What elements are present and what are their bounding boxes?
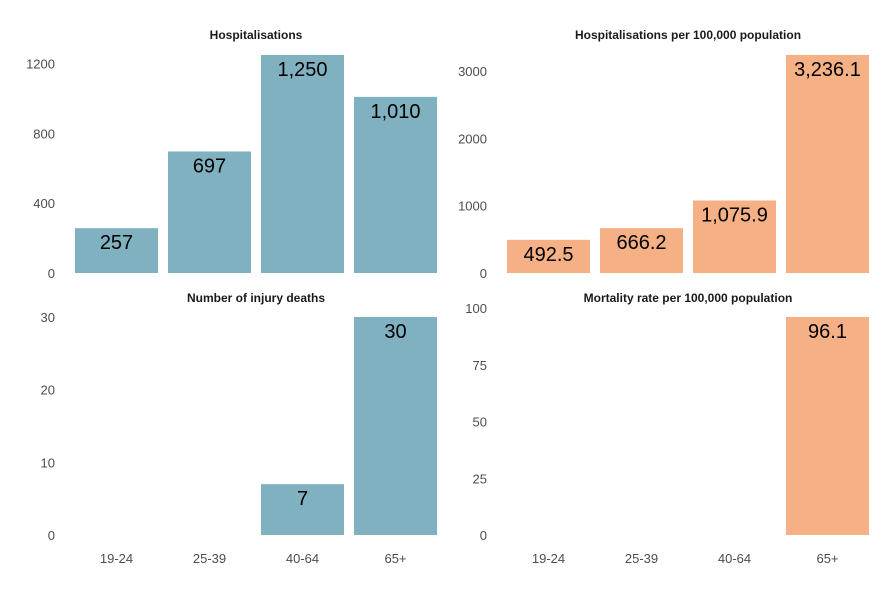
y-tick-label: 1000 [458,199,487,214]
x-tick-label: 40-64 [286,551,319,566]
y-tick-label: 0 [48,528,55,543]
x-tick-label: 19-24 [532,551,565,566]
data-label: 492.5 [523,244,573,266]
chart-title: Number of injury deaths [187,291,325,305]
y-tick-label: 400 [33,196,55,211]
bar-40-64 [693,200,776,273]
chart-title: Hospitalisations per 100,000 population [575,28,801,42]
bar-65plus [354,96,437,273]
data-label: 30 [384,321,406,343]
x-tick-label: 65+ [384,551,406,566]
panel-mortality-rate: Mortality rate per 100,000 population 0 2… [465,291,869,566]
y-tick-label: 30 [41,310,55,325]
data-label: 7 [297,488,308,510]
data-label: 1,250 [277,59,327,81]
y-tick-label: 0 [480,266,487,281]
bar-40-64 [261,55,344,273]
y-tick-label: 25 [473,471,487,486]
bar-25-39 [168,151,251,273]
y-tick-label: 0 [480,528,487,543]
y-tick-label: 75 [473,358,487,373]
bar-25-39 [600,228,683,273]
x-tick-label: 40-64 [718,551,751,566]
panel-hospitalisations-rate: Hospitalisations per 100,000 population … [458,28,869,281]
bar-19-24 [507,239,590,273]
x-tick-label: 19-24 [100,551,133,566]
data-label: 3,236.1 [794,59,861,81]
y-tick-label: 0 [48,266,55,281]
x-tick-label: 25-39 [625,551,658,566]
data-label: 257 [100,232,133,254]
y-tick-label: 2000 [458,131,487,146]
x-tick-label: 25-39 [193,551,226,566]
bar-65plus [786,55,869,273]
bar-19-24 [75,228,158,273]
bar-40-64 [261,484,344,535]
y-tick-label: 3000 [458,64,487,79]
chart-title: Hospitalisations [210,28,303,42]
y-tick-label: 1200 [26,57,55,72]
panel-hospitalisations: Hospitalisations 0 400 800 1200 257 697 1,250 1… [26,28,437,281]
chart-title: Mortality rate per 100,000 population [584,291,793,305]
y-tick-label: 100 [465,301,487,316]
data-label: 1,010 [370,101,420,123]
data-label: 697 [193,155,226,177]
data-label: 96.1 [808,321,847,343]
x-tick-label: 65+ [816,551,838,566]
y-tick-label: 50 [473,415,487,430]
panel-injury-deaths: Number of injury deaths 0 10 20 30 19-24 25-3… [41,291,437,566]
y-tick-label: 10 [41,455,55,470]
y-tick-label: 20 [41,383,55,398]
y-tick-label: 800 [33,126,55,141]
bar-65plus [786,317,869,535]
bar-65plus [354,317,437,535]
data-label: 666.2 [616,232,666,254]
data-label: 1,075.9 [701,205,768,227]
